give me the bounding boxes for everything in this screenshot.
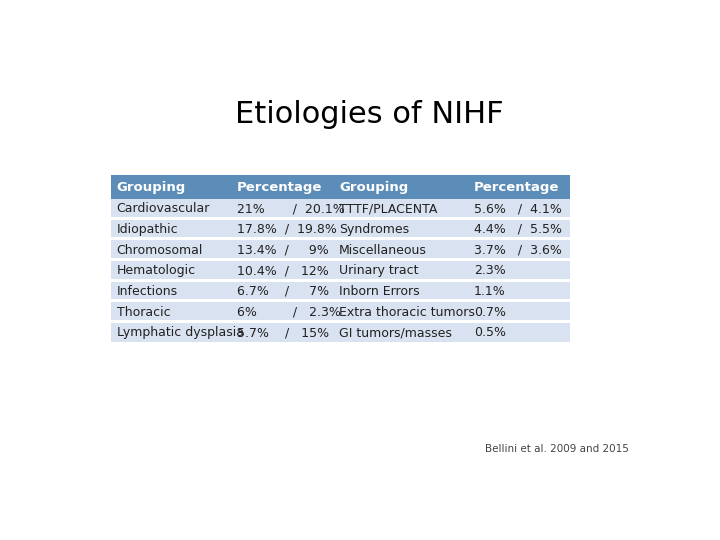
Text: Percentage: Percentage (237, 180, 323, 193)
Bar (111, 261, 233, 280)
Text: 2.3%: 2.3% (474, 264, 506, 277)
Bar (333, 175, 469, 199)
Bar (111, 238, 627, 239)
Bar (111, 175, 233, 199)
Bar (333, 302, 469, 321)
Text: GI tumors/masses: GI tumors/masses (339, 326, 452, 339)
Text: Urinary tract: Urinary tract (339, 264, 418, 277)
Text: 3.7%   /  3.6%: 3.7% / 3.6% (474, 244, 562, 256)
Bar (469, 282, 570, 301)
Text: 10.4%  /   12%: 10.4% / 12% (237, 264, 328, 277)
Bar (111, 199, 233, 218)
Bar (111, 299, 627, 301)
Text: 4.4%   /  5.5%: 4.4% / 5.5% (474, 223, 562, 236)
Bar (111, 302, 233, 321)
Text: Infections: Infections (117, 285, 178, 298)
Bar (233, 240, 333, 260)
Bar (233, 220, 333, 239)
Bar (469, 220, 570, 239)
Bar (111, 320, 627, 321)
Text: Etiologies of NIHF: Etiologies of NIHF (235, 100, 503, 129)
Bar (333, 261, 469, 280)
Bar (333, 240, 469, 260)
Bar (111, 279, 627, 280)
Text: Miscellaneous: Miscellaneous (339, 244, 427, 256)
Text: Chromosomal: Chromosomal (117, 244, 203, 256)
Text: Percentage: Percentage (474, 180, 559, 193)
Bar (469, 199, 570, 218)
Bar (333, 282, 469, 301)
Text: Syndromes: Syndromes (339, 223, 409, 236)
Bar (469, 240, 570, 260)
Bar (111, 220, 233, 239)
Bar (469, 323, 570, 342)
Text: 5.7%    /   15%: 5.7% / 15% (237, 326, 329, 339)
Bar (333, 220, 469, 239)
Bar (469, 302, 570, 321)
Bar (333, 323, 469, 342)
Text: Hematologic: Hematologic (117, 264, 196, 277)
Text: 13.4%  /     9%: 13.4% / 9% (237, 244, 328, 256)
Bar (333, 199, 469, 218)
Bar (233, 175, 333, 199)
Bar (111, 217, 627, 218)
Text: Grouping: Grouping (339, 180, 408, 193)
Bar (111, 282, 233, 301)
Text: Cardiovascular: Cardiovascular (117, 202, 210, 215)
Text: TTTF/PLACENTA: TTTF/PLACENTA (339, 202, 438, 215)
Text: 0.7%: 0.7% (474, 306, 506, 319)
Bar (233, 282, 333, 301)
Bar (233, 261, 333, 280)
Text: Bellini et al. 2009 and 2015: Bellini et al. 2009 and 2015 (485, 444, 629, 455)
Text: 6.7%    /     7%: 6.7% / 7% (237, 285, 329, 298)
Bar (111, 240, 233, 260)
Bar (233, 302, 333, 321)
Bar (469, 175, 570, 199)
Bar (233, 199, 333, 218)
Text: 5.6%   /  4.1%: 5.6% / 4.1% (474, 202, 562, 215)
Text: Extra thoracic tumors: Extra thoracic tumors (339, 306, 475, 319)
Bar (469, 261, 570, 280)
Text: Thoracic: Thoracic (117, 306, 171, 319)
Text: 21%       /  20.1%: 21% / 20.1% (237, 202, 345, 215)
Bar (233, 323, 333, 342)
Text: Lymphatic dysplasia: Lymphatic dysplasia (117, 326, 243, 339)
Text: 6%         /   2.3%: 6% / 2.3% (237, 306, 341, 319)
Text: Inborn Errors: Inborn Errors (339, 285, 420, 298)
Text: 17.8%  /  19.8%: 17.8% / 19.8% (237, 223, 337, 236)
Text: 0.5%: 0.5% (474, 326, 506, 339)
Bar (111, 258, 627, 260)
Bar (111, 323, 233, 342)
Text: Grouping: Grouping (117, 180, 186, 193)
Text: Idiopathic: Idiopathic (117, 223, 179, 236)
Text: 1.1%: 1.1% (474, 285, 506, 298)
